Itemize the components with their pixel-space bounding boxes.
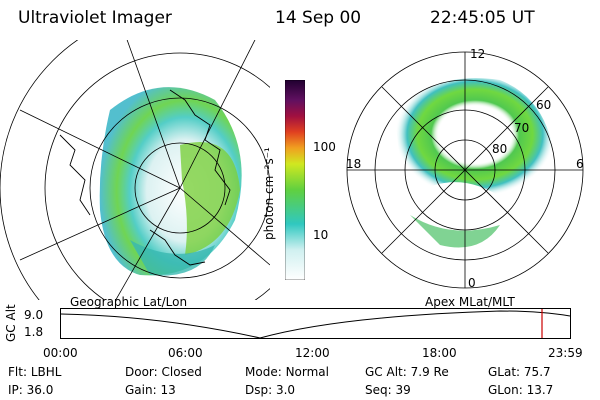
geographic-caption: Geographic Lat/Lon — [70, 295, 188, 309]
instrument-title: Ultraviolet Imager — [18, 8, 172, 28]
magnetic-polar-plot — [346, 51, 584, 289]
info-seq: Seq: 39 — [365, 383, 411, 397]
time-label: 22:45:05 UT — [430, 8, 535, 28]
colorbar-unit-label: photon cm⁻²s⁻¹ — [262, 147, 276, 240]
mlt-label-0: 0 — [468, 276, 476, 290]
info-gain: Gain: 13 — [125, 383, 176, 397]
colorbar-tick-100: 100 — [313, 140, 336, 154]
info-glon: GLon: 13.7 — [488, 383, 554, 397]
mlat-label-80: 80 — [492, 142, 508, 156]
altitude-ylabel: GC Alt — [4, 304, 18, 342]
info-ip: IP: 36.0 — [8, 383, 54, 397]
altitude-ytick-1.8: 1.8 — [24, 325, 44, 339]
colorbar-tick-10: 10 — [313, 228, 329, 242]
colorbar — [285, 80, 305, 280]
altitude-xtick-0600: 06:00 — [168, 346, 203, 360]
altitude-xtick-0000: 00:00 — [43, 346, 78, 360]
altitude-xtick-1200: 12:00 — [295, 346, 330, 360]
altitude-strip-plot — [60, 308, 571, 339]
info-flt: Flt: LBHL — [8, 365, 62, 379]
apex-caption: Apex MLat/MLT — [425, 295, 515, 309]
date-label: 14 Sep 00 — [275, 8, 362, 28]
mlt-label-6: 6 — [576, 157, 584, 171]
geographic-image — [0, 40, 270, 300]
altitude-ytick-9: 9.0 — [24, 308, 44, 322]
mlt-label-12: 12 — [470, 47, 486, 61]
info-mode: Mode: Normal — [245, 365, 329, 379]
info-glat: GLat: 75.7 — [488, 365, 551, 379]
info-dsp: Dsp: 3.0 — [245, 383, 296, 397]
altitude-xtick-1800: 18:00 — [422, 346, 457, 360]
info-gc-alt: GC Alt: 7.9 Re — [365, 365, 449, 379]
info-door: Door: Closed — [125, 365, 202, 379]
mlt-label-18: 18 — [346, 157, 362, 171]
mlat-label-70: 70 — [514, 121, 530, 135]
altitude-xtick-2359: 23:59 — [548, 346, 583, 360]
mlat-label-60: 60 — [536, 98, 552, 112]
